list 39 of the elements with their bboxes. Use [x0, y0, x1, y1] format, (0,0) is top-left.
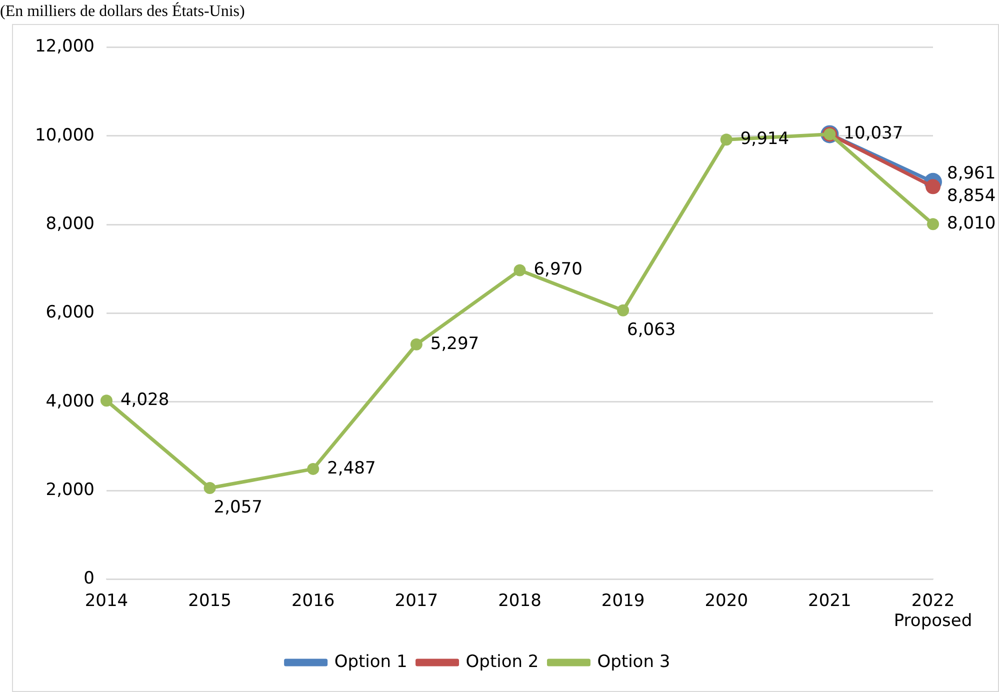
data-label: 8,961	[947, 163, 996, 184]
point	[410, 338, 422, 350]
legend-label: Option 1	[334, 652, 408, 672]
x-tick-label: 2014	[84, 590, 128, 611]
x-tick-label: 2021	[808, 590, 852, 611]
data-label: 5,297	[430, 334, 480, 354]
y-tick-label: 4,000	[46, 391, 94, 412]
legend-label: Option 2	[466, 652, 539, 672]
y-tick-label: 2,000	[46, 480, 94, 500]
x-tick-label: 2019	[601, 590, 645, 611]
data-label: 8,854	[947, 186, 996, 206]
x-tick-label: 2018	[498, 590, 542, 611]
y-tick-label: 12,000	[35, 36, 94, 57]
data-label: 8,010	[947, 214, 996, 234]
y-tick-label: 6,000	[46, 302, 94, 323]
y-tick-label: 8,000	[46, 214, 94, 234]
point	[617, 304, 630, 316]
point	[926, 179, 940, 194]
x-tick-label: 2015	[188, 590, 232, 611]
point	[720, 134, 732, 146]
point	[307, 462, 320, 475]
x-tick-label: 2022 Proposed	[894, 590, 972, 632]
data-label: 2,487	[327, 458, 376, 478]
data-label: 6,063	[627, 320, 676, 340]
point	[204, 482, 216, 494]
point	[927, 218, 939, 230]
point	[514, 264, 526, 276]
y-tick-label: 10,000	[35, 125, 94, 146]
x-tick-label: 2020	[704, 590, 748, 611]
x-tick-label: 2016	[291, 590, 335, 611]
data-label: 10,037	[844, 124, 904, 144]
legend-label: Option 3	[597, 652, 670, 672]
x-tick-label: 2017	[394, 590, 438, 611]
chart-subtitle: (En milliers de dollars des États-Unis)	[0, 1, 245, 22]
data-label: 2,057	[214, 497, 262, 518]
point	[100, 394, 112, 407]
data-label: 4,028	[120, 390, 170, 410]
data-label: 6,970	[534, 260, 582, 280]
y-tick-label: 0	[84, 568, 94, 589]
